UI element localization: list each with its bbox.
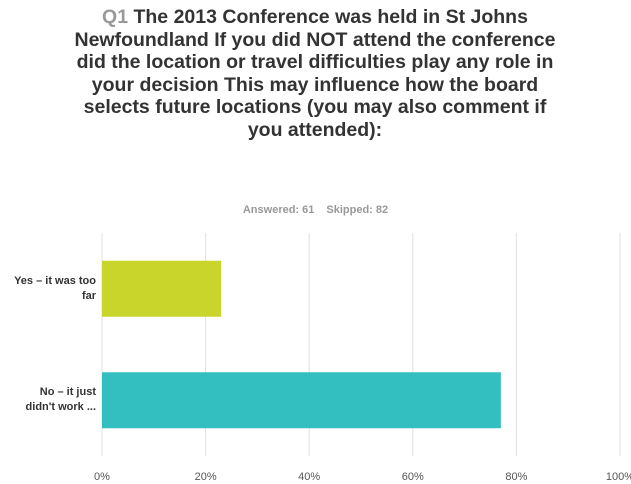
bar bbox=[102, 260, 222, 317]
x-tick-label: 100% bbox=[606, 471, 631, 483]
category-label: Yes – it was too far bbox=[14, 274, 96, 302]
title-text: The 2013 Conference was held in St Johns… bbox=[74, 6, 556, 141]
x-tick-label: 40% bbox=[298, 471, 320, 483]
chart-title: Q1 The 2013 Conference was held in St Jo… bbox=[70, 6, 560, 141]
x-tick-label: 60% bbox=[402, 471, 424, 483]
bar bbox=[102, 372, 501, 429]
x-tick-label: 20% bbox=[195, 471, 217, 483]
skipped: Skipped: 82 bbox=[326, 204, 389, 216]
x-tick-label: 0% bbox=[94, 471, 110, 483]
response-counts: Answered: 61 Skipped: 82 bbox=[0, 204, 631, 216]
category-label: No – it just didn't work ... bbox=[25, 386, 96, 414]
question-number: Q1 bbox=[102, 6, 129, 28]
answered: Answered: 61 bbox=[242, 204, 315, 216]
x-tick-label: 80% bbox=[505, 471, 527, 483]
